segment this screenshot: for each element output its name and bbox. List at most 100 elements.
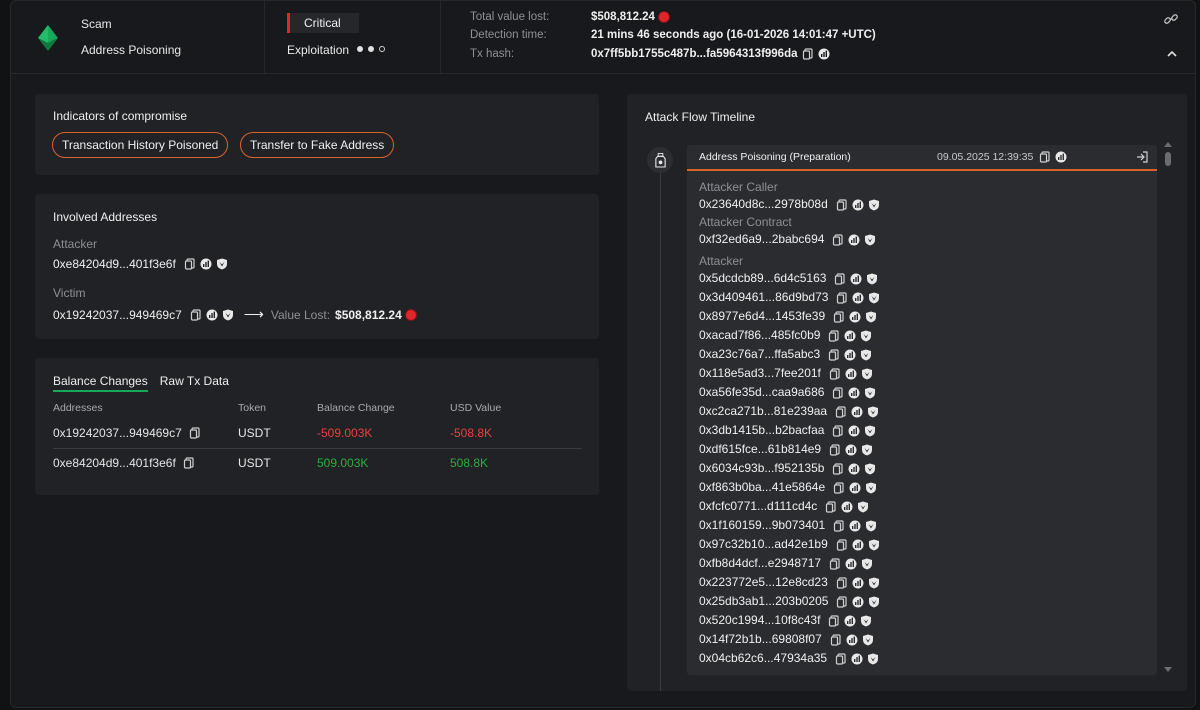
indicator-chip[interactable]: Transaction History Poisoned [52,132,229,158]
explorer-icon[interactable] [206,309,218,321]
explorer-icon[interactable] [848,425,860,437]
explorer-icon[interactable] [852,292,864,304]
address-value[interactable]: 0x97c32b10...ad42e1b9 [699,537,828,551]
scroll-down-arrow[interactable] [1164,667,1172,672]
address-value[interactable]: 0x14f72b1b...69808f07 [699,632,822,646]
attacker-address[interactable]: 0xe84204d9...401f3e6f [53,257,176,271]
copy-icon[interactable] [829,443,841,456]
explorer-icon[interactable] [850,273,862,285]
row-address[interactable]: 0xe84204d9...401f3e6f [53,456,176,470]
address-value[interactable]: 0x118e5ad3...7fee201f [699,366,821,380]
address-value[interactable]: 0x520c1994...10f8c43f [699,613,821,627]
explorer-icon[interactable] [851,653,863,665]
shield-icon[interactable] [864,425,876,437]
victim-address[interactable]: 0x19242037...949469c7 [53,307,182,322]
address-value[interactable]: 0xa56fe35d...caa9a686 [699,385,825,399]
address-value[interactable]: 0xfb8d4dcf...e2948717 [699,556,822,570]
explorer-icon[interactable] [849,520,861,532]
indicator-chip[interactable]: Transfer to Fake Address [240,132,395,158]
shield-icon[interactable] [861,558,873,570]
shield-icon[interactable] [864,463,876,475]
shield-icon[interactable] [867,653,879,665]
explorer-icon[interactable] [844,330,856,342]
copy-icon[interactable] [829,367,841,380]
copy-icon[interactable] [829,557,841,570]
address-value[interactable]: 0xc2ca271b...81e239aa [699,404,828,418]
explorer-icon[interactable] [852,199,864,211]
explorer-icon[interactable] [848,387,860,399]
explorer-icon[interactable] [846,634,858,646]
shield-icon[interactable] [864,387,876,399]
shield-icon[interactable] [862,634,874,646]
copy-icon[interactable] [828,348,840,361]
shield-icon[interactable] [857,501,869,513]
explorer-icon[interactable] [849,482,861,494]
copy-icon[interactable] [1039,151,1051,163]
copy-icon[interactable] [830,633,842,646]
shield-icon[interactable] [860,330,872,342]
chevron-up-icon[interactable] [1165,47,1179,61]
explorer-icon[interactable] [852,596,864,608]
scrollbar-thumb[interactable] [1165,152,1171,166]
address-value[interactable]: 0x3d409461...86d9bd73 [699,290,829,304]
address-value[interactable]: 0x04cb62c6...47934a35 [699,651,828,665]
address-value[interactable]: 0xfcfc0771...d111cd4c [699,499,818,513]
explorer-icon[interactable] [845,558,857,570]
tx-hash-value[interactable]: 0x7ff5bb1755c487b...fa5964313f996da [591,48,798,60]
shield-icon[interactable] [860,615,872,627]
copy-icon[interactable] [189,427,201,439]
copy-icon[interactable] [836,291,848,304]
row-address[interactable]: 0x19242037...949469c7 [53,426,182,440]
address-value[interactable]: 0x1f160159...9b073401 [699,518,826,532]
explorer-icon[interactable] [841,501,853,513]
copy-icon[interactable] [836,576,848,589]
address-value[interactable]: 0x25db3ab1...203b0205 [699,594,829,608]
tab-balance-changes[interactable]: Balance Changes [53,374,148,392]
scroll-up-arrow[interactable] [1164,142,1172,147]
copy-icon[interactable] [828,614,840,627]
explorer-icon[interactable] [845,368,857,380]
address-value[interactable]: 0x223772e5...12e8cd23 [699,575,828,589]
copy-icon[interactable] [836,595,848,608]
shield-icon[interactable] [861,444,873,456]
copy-icon[interactable] [183,457,195,469]
shield-icon[interactable] [864,234,876,246]
copy-icon[interactable] [832,386,844,399]
shield-icon[interactable] [867,406,879,418]
explorer-icon[interactable] [848,234,860,246]
copy-icon[interactable] [825,500,837,513]
explorer-icon[interactable] [848,463,860,475]
address-value[interactable]: 0xa23c76a7...ffa5abc3 [699,347,821,361]
shield-icon[interactable] [861,368,873,380]
copy-icon[interactable] [832,233,844,246]
address-value[interactable]: 0xdf615fce...61b814e9 [699,442,822,456]
explorer-icon[interactable] [849,311,861,323]
copy-icon[interactable] [834,272,846,285]
shield-icon[interactable] [860,349,872,361]
copy-icon[interactable] [190,308,202,321]
copy-icon[interactable] [835,405,847,418]
copy-icon[interactable] [833,481,845,494]
copy-icon[interactable] [802,48,814,60]
explorer-icon[interactable] [844,615,856,627]
shield-icon[interactable] [216,258,228,270]
address-value[interactable]: 0x8977e6d4...1453fe39 [699,309,826,323]
tab-raw-tx-data[interactable]: Raw Tx Data [159,374,229,388]
shield-icon[interactable] [868,577,880,589]
copy-icon[interactable] [832,424,844,437]
address-value[interactable]: 0xacad7f86...485fc0b9 [699,328,821,342]
shield-icon[interactable] [868,596,880,608]
shield-icon[interactable] [868,199,880,211]
explorer-icon[interactable] [851,406,863,418]
explorer-icon[interactable] [852,577,864,589]
copy-icon[interactable] [184,258,196,270]
shield-icon[interactable] [865,311,877,323]
explorer-icon[interactable] [844,349,856,361]
address-value[interactable]: 0x5dcdcb89...6d4c5163 [699,271,827,285]
address-value[interactable]: 0xf863b0ba...41e5864e [699,480,826,494]
explorer-icon[interactable] [852,539,864,551]
shield-icon[interactable] [866,273,878,285]
copy-icon[interactable] [828,329,840,342]
open-details-icon[interactable] [1135,150,1149,164]
copy-icon[interactable] [836,198,848,211]
